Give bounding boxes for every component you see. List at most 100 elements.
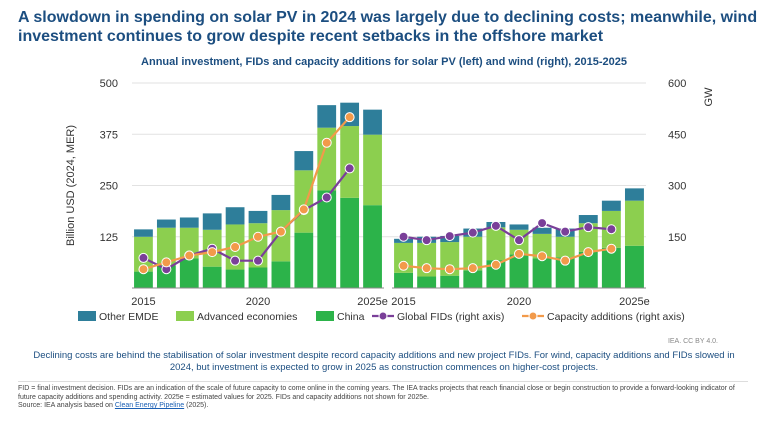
marker-capacity: [184, 250, 195, 261]
bar-other-emde: [578, 215, 598, 224]
bar-advanced: [363, 134, 382, 206]
y-tick-label: 250: [100, 181, 118, 193]
y-tick-label: 500: [100, 78, 118, 90]
marker-capacity: [298, 204, 309, 215]
marker-global-fids: [344, 163, 355, 174]
marker-global-fids: [537, 218, 548, 229]
legend-label: China: [337, 311, 365, 323]
chart-title: A slowdown in spending on solar PV in 20…: [18, 9, 758, 45]
y-axis-label: Billion USD (2024, MER): [65, 125, 77, 246]
bar-other-emde: [294, 151, 314, 171]
line-capacity: [403, 247, 612, 271]
x-tick-label: 2025e: [619, 296, 650, 308]
bar-other-emde: [363, 109, 382, 135]
caption-text: Declining costs are behind the stabilisa…: [33, 350, 735, 373]
legend-marker: [528, 311, 538, 321]
bar-china: [271, 261, 291, 288]
y-tick-label: 125: [100, 232, 118, 244]
bar-china: [509, 254, 529, 288]
line-capacity: [143, 116, 351, 271]
marker-capacity: [606, 243, 617, 254]
bar-other-emde: [156, 219, 176, 228]
bar-other-emde: [134, 229, 153, 237]
bar-china: [417, 276, 437, 288]
bar-china: [134, 271, 153, 288]
y2-tick-label: 600: [668, 78, 686, 90]
x-tick-label: 2015: [131, 296, 155, 308]
bar-china: [317, 190, 337, 288]
marker-capacity: [207, 247, 218, 258]
legend-label: Other EMDE: [99, 311, 159, 323]
marker-global-fids: [321, 192, 332, 203]
marker-capacity: [230, 242, 241, 252]
bar-other-emde: [509, 224, 529, 230]
marker-capacity: [537, 251, 548, 262]
marker-capacity: [344, 112, 355, 123]
legend-label: Capacity additions (right axis): [547, 311, 685, 323]
marker-global-fids: [560, 226, 571, 237]
marker-global-fids: [253, 255, 263, 266]
bar-advanced: [532, 233, 552, 259]
bar-china: [179, 258, 199, 288]
marker-capacity: [583, 247, 594, 258]
marker-global-fids: [230, 255, 241, 266]
bar-other-emde: [601, 200, 621, 211]
bar-advanced: [156, 227, 176, 266]
x-tick-label: 2020: [507, 296, 531, 308]
bar-china: [532, 258, 552, 288]
bar-china: [156, 265, 176, 288]
marker-global-fids: [444, 231, 455, 242]
source-link[interactable]: Clean Energy Pipeline: [114, 402, 185, 409]
bar-advanced: [440, 242, 460, 276]
marker-global-fids: [490, 220, 501, 231]
fid-note: FID = final investment decision. FIDs ar…: [18, 385, 735, 401]
bar-china: [624, 245, 644, 288]
legend-swatch: [316, 311, 334, 321]
bar-other-emde: [624, 188, 644, 201]
y-tick-label: 375: [100, 129, 118, 141]
legend-swatch: [176, 311, 194, 321]
bar-china: [363, 205, 382, 288]
x-tick-label: 2020: [246, 296, 270, 308]
marker-capacity: [490, 259, 501, 270]
source-note: Source: IEA analysis based on Clean Ener…: [18, 402, 748, 411]
y2-axis-label: GW: [703, 87, 715, 107]
legend-label: Global FIDs (right axis): [397, 311, 504, 323]
x-tick-label: 2015: [391, 296, 415, 308]
marker-capacity: [138, 264, 149, 275]
bar-advanced: [294, 170, 314, 233]
bar-china: [202, 266, 222, 288]
marker-global-fids: [583, 222, 594, 233]
bar-advanced: [624, 200, 644, 246]
bar-other-emde: [225, 207, 245, 225]
marker-global-fids: [514, 235, 524, 246]
bar-other-emde: [317, 105, 337, 128]
y2-tick-label: 150: [668, 232, 686, 244]
marker-capacity: [398, 260, 409, 271]
x-tick-label: 2025e: [357, 296, 388, 308]
y2-tick-label: 300: [668, 181, 686, 193]
marker-global-fids: [138, 252, 149, 263]
bar-other-emde: [532, 227, 552, 234]
marker-capacity: [321, 137, 332, 148]
bar-china: [248, 267, 268, 288]
legend-label: Advanced economies: [197, 311, 297, 323]
line-global-fids: [403, 221, 612, 242]
bar-china: [394, 272, 414, 288]
bar-advanced: [179, 227, 199, 259]
line-global-fids: [142, 167, 351, 271]
bar-china: [486, 260, 506, 288]
bar-other-emde: [271, 194, 291, 211]
bar-other-emde: [202, 213, 222, 230]
credit-text: IEA. CC BY 4.0.: [667, 338, 718, 345]
bar-advanced: [463, 236, 483, 271]
bar-china: [225, 269, 245, 288]
marker-capacity: [514, 248, 524, 259]
marker-capacity: [421, 263, 432, 274]
bar-advanced: [486, 227, 506, 261]
marker-capacity: [161, 257, 172, 268]
bar-advanced: [555, 236, 575, 258]
notes-block: FID = final investment decision. FIDs ar…: [18, 381, 748, 411]
source-suffix: (2025).: [184, 402, 209, 409]
bar-advanced: [578, 223, 598, 252]
